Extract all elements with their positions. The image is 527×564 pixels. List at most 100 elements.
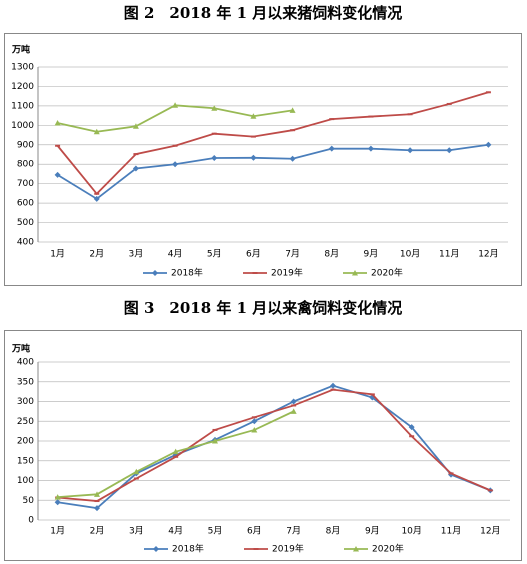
point [212, 428, 218, 431]
y-tick-label: 500 [17, 218, 34, 228]
point [289, 155, 296, 162]
chart-title: 图 2 2018 年 1 月以来猪饲料变化情况 [124, 4, 403, 22]
point [407, 113, 413, 116]
x-tick-label: 10月 [400, 249, 420, 260]
point [133, 477, 139, 480]
y-tick-label: 350 [17, 377, 34, 387]
x-tick-label: 5月 [207, 249, 222, 260]
x-tick-label: 11月 [441, 526, 461, 537]
y-tick-label: 800 [17, 160, 34, 170]
point [446, 147, 453, 154]
y-tick-label: 1100 [11, 101, 34, 111]
point [94, 505, 100, 512]
x-tick-label: 10月 [401, 526, 421, 537]
point [252, 272, 258, 274]
x-tick-label: 1月 [50, 249, 65, 260]
x-tick-label: 9月 [365, 526, 380, 537]
point [94, 491, 100, 497]
chart-frame [4, 330, 522, 561]
point [152, 270, 158, 276]
point [369, 393, 375, 396]
x-tick-label: 4月 [168, 526, 183, 537]
x-tick-label: 4月 [168, 249, 183, 260]
x-tick-label: 2月 [90, 526, 105, 537]
x-tick-label: 9月 [364, 249, 379, 260]
x-tick-label: 3月 [129, 249, 144, 260]
y-tick-label: 100 [17, 476, 34, 486]
point [54, 171, 61, 178]
point [172, 144, 178, 147]
y-tick-label: 1200 [11, 82, 34, 92]
series-line [57, 388, 491, 502]
point [133, 468, 140, 475]
point [55, 144, 61, 147]
legend-label: 2020年 [371, 267, 403, 279]
point [93, 128, 100, 135]
x-tick-label: 7月 [285, 249, 300, 260]
x-tick-label: 2月 [89, 249, 104, 260]
y-tick-label: 700 [17, 179, 34, 189]
point [173, 455, 179, 458]
y-tick-label: 1300 [11, 63, 34, 73]
y-axis-label: 万吨 [11, 343, 30, 355]
series-line [57, 384, 491, 510]
chart-title: 图 3 2018 年 1 月以来禽饲料变化情况 [124, 299, 403, 317]
point [487, 489, 493, 492]
y-tick-label: 150 [17, 456, 34, 466]
point [250, 113, 257, 119]
point [291, 404, 297, 407]
point [408, 424, 415, 431]
point [250, 154, 257, 161]
point [172, 102, 179, 108]
y-tick-label: 900 [17, 140, 34, 150]
point [251, 418, 258, 425]
point [93, 195, 100, 202]
legend-label: 2018年 [171, 267, 203, 279]
legend-label: 2018年 [172, 543, 204, 555]
point [330, 388, 336, 391]
point [153, 546, 159, 552]
y-axis-label: 万吨 [11, 44, 30, 56]
x-tick-label: 7月 [286, 526, 301, 537]
point [212, 438, 218, 444]
point [328, 145, 335, 152]
series-line [57, 104, 293, 133]
x-tick-label: 3月 [129, 526, 144, 537]
y-tick-label: 50 [23, 496, 35, 506]
point [290, 129, 296, 132]
point [172, 448, 179, 455]
point [353, 546, 359, 552]
point [94, 192, 100, 195]
point [446, 102, 452, 105]
point [289, 107, 296, 113]
point [367, 145, 374, 152]
legend-label: 2019年 [271, 267, 303, 279]
point [251, 426, 258, 433]
y-tick-label: 400 [17, 358, 34, 368]
point [368, 115, 374, 118]
chart-frame [4, 33, 522, 286]
point [330, 382, 336, 389]
point [132, 165, 139, 172]
y-tick-label: 600 [17, 199, 34, 209]
x-tick-label: 1月 [50, 526, 65, 537]
point [132, 123, 139, 129]
point [172, 161, 179, 168]
point [250, 135, 256, 138]
point [54, 499, 61, 506]
point [211, 105, 218, 111]
point [211, 155, 218, 161]
x-tick-label: 5月 [208, 526, 223, 537]
point [54, 120, 61, 126]
x-tick-label: 12月 [480, 526, 500, 537]
series-line [57, 143, 489, 200]
point [251, 416, 257, 419]
series-line [56, 91, 489, 196]
point [485, 91, 491, 94]
point [94, 500, 100, 503]
y-tick-label: 250 [17, 417, 34, 427]
x-tick-label: 8月 [326, 526, 341, 537]
point [290, 408, 297, 414]
point [407, 147, 414, 154]
